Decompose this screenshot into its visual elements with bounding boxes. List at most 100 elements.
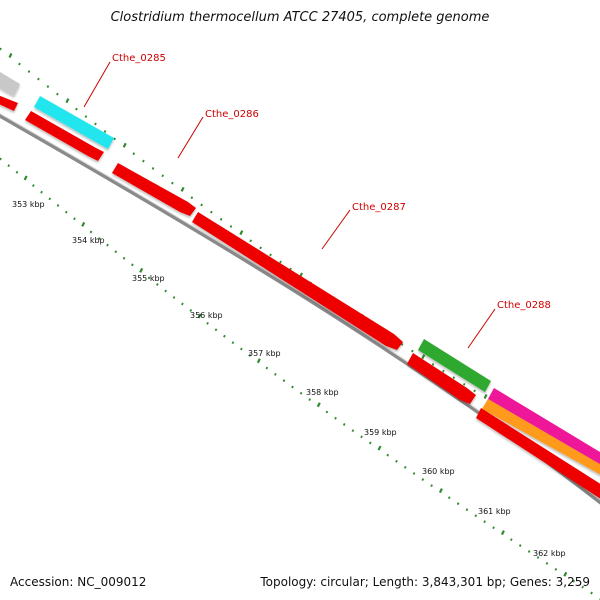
major-tick bbox=[180, 186, 185, 192]
minor-tick bbox=[395, 459, 398, 463]
minor-tick bbox=[131, 263, 134, 267]
minor-tick bbox=[56, 204, 60, 207]
minor-tick bbox=[132, 152, 136, 156]
minor-tick bbox=[403, 465, 407, 469]
minor-tick bbox=[474, 514, 478, 518]
minor-tick bbox=[351, 429, 355, 433]
minor-tick bbox=[342, 423, 346, 426]
major-tick bbox=[139, 267, 144, 273]
major-tick bbox=[563, 571, 568, 577]
cds-feature-red[interactable] bbox=[25, 111, 104, 161]
kbp-tick-label: 362 kbp bbox=[533, 549, 566, 558]
minor-tick bbox=[181, 302, 184, 306]
kbp-tick-label: 354 kbp bbox=[72, 236, 105, 245]
minor-tick bbox=[249, 239, 253, 243]
gene-label[interactable]: Cthe_0285 bbox=[112, 53, 166, 64]
minor-tick bbox=[386, 453, 390, 457]
kbp-tick-label: 361 kbp bbox=[478, 507, 511, 516]
minor-tick bbox=[114, 250, 118, 254]
gene-label[interactable]: Cthe_0287 bbox=[352, 202, 406, 213]
major-tick bbox=[377, 445, 382, 451]
minor-tick bbox=[0, 47, 2, 51]
minor-tick bbox=[200, 203, 203, 207]
cds-feature-green[interactable] bbox=[418, 339, 491, 392]
minor-tick bbox=[473, 389, 476, 393]
minor-tick bbox=[421, 478, 425, 481]
accession-label: Accession: NC_009012 bbox=[10, 575, 147, 589]
minor-tick bbox=[274, 372, 277, 376]
gene-label-leader bbox=[321, 209, 351, 250]
major-tick bbox=[81, 221, 86, 227]
gene-label[interactable]: Cthe_0286 bbox=[205, 109, 259, 120]
major-tick bbox=[23, 175, 28, 181]
minor-tick bbox=[94, 122, 97, 126]
minor-tick bbox=[581, 585, 584, 589]
kbp-tick-label: 360 kbp bbox=[422, 467, 455, 476]
minor-tick bbox=[545, 562, 549, 565]
gene-label-leader bbox=[177, 116, 204, 159]
cds-feature-red[interactable] bbox=[0, 92, 18, 111]
cds-feature-red[interactable] bbox=[407, 353, 476, 404]
major-tick bbox=[483, 393, 488, 399]
kbp-tick-label: 359 kbp bbox=[364, 428, 397, 437]
cds-feature-red[interactable] bbox=[192, 212, 403, 350]
minor-tick bbox=[189, 309, 193, 312]
cds-feature-cyan[interactable] bbox=[34, 96, 114, 149]
minor-tick bbox=[151, 167, 155, 170]
minor-tick bbox=[210, 210, 213, 214]
gene-labels: Cthe_0285 Cthe_0286 Cthe_0287 Cthe_0288 bbox=[83, 53, 551, 349]
minor-tick bbox=[229, 225, 233, 228]
minor-tick bbox=[161, 174, 165, 178]
minor-tick bbox=[56, 92, 59, 96]
cds-feature-red[interactable] bbox=[476, 408, 600, 505]
minor-tick bbox=[75, 107, 78, 111]
minor-tick bbox=[299, 391, 303, 395]
minor-tick bbox=[89, 230, 93, 234]
minor-tick bbox=[147, 276, 151, 280]
cds-feature-grey[interactable] bbox=[0, 66, 20, 96]
gene-label-leader bbox=[467, 308, 496, 349]
minor-tick bbox=[103, 130, 107, 133]
major-tick bbox=[239, 230, 244, 236]
minor-tick bbox=[46, 85, 50, 88]
minor-tick bbox=[465, 508, 469, 512]
inner-tick-ring bbox=[0, 157, 600, 600]
minor-tick bbox=[0, 157, 2, 161]
minor-tick bbox=[223, 334, 226, 338]
major-tick bbox=[438, 488, 443, 494]
minor-tick bbox=[106, 243, 109, 247]
minor-tick bbox=[18, 62, 21, 66]
minor-tick bbox=[334, 416, 337, 420]
minor-tick bbox=[554, 567, 558, 571]
cds-feature-magenta[interactable] bbox=[488, 388, 600, 470]
minor-tick bbox=[590, 591, 593, 595]
minor-tick bbox=[64, 210, 68, 214]
minor-tick bbox=[510, 538, 513, 542]
kbp-tick-label: 358 kbp bbox=[306, 388, 339, 397]
cds-feature-orange[interactable] bbox=[482, 399, 600, 480]
minor-tick bbox=[412, 472, 416, 475]
minor-tick bbox=[15, 170, 19, 174]
major-tick bbox=[197, 313, 202, 319]
cds-feature-red[interactable] bbox=[112, 163, 196, 216]
major-tick bbox=[8, 53, 13, 59]
major-tick bbox=[65, 98, 70, 104]
gene-label[interactable]: Cthe_0288 bbox=[497, 300, 551, 311]
minor-tick bbox=[572, 579, 576, 583]
minor-tick bbox=[27, 70, 31, 73]
minor-tick bbox=[48, 197, 52, 201]
minor-tick bbox=[279, 260, 282, 264]
major-tick bbox=[316, 402, 321, 408]
minor-tick bbox=[240, 347, 243, 351]
minor-tick bbox=[32, 184, 35, 187]
minor-tick bbox=[214, 328, 218, 332]
major-tick bbox=[500, 530, 505, 536]
minor-tick bbox=[84, 115, 88, 118]
map-title: Clostridium thermocellum ATCC 27405, com… bbox=[110, 10, 490, 25]
minor-tick bbox=[442, 369, 445, 373]
minor-tick bbox=[164, 289, 167, 293]
minor-tick bbox=[456, 502, 460, 506]
kbp-labels: 353 kbp 354 kbp 355 kbp 356 kbp 357 kbp 358 k… bbox=[12, 200, 566, 558]
minor-tick bbox=[400, 342, 404, 346]
